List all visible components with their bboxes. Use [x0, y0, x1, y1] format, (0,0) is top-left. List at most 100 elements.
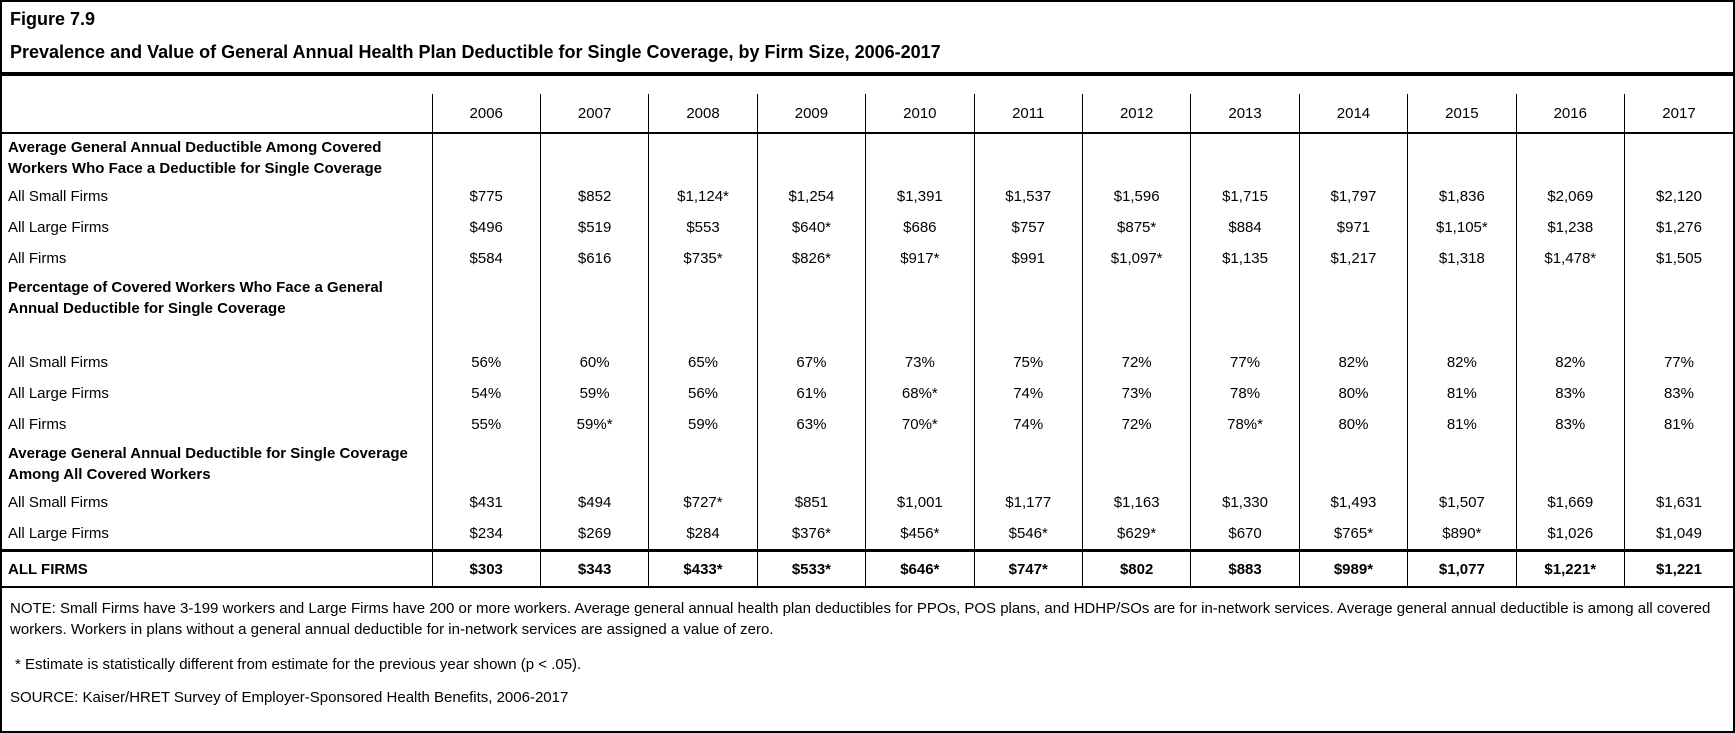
- empty-cell: [539, 274, 649, 321]
- value-cell: 75%: [973, 347, 1083, 378]
- value-cell: $1,177: [973, 487, 1083, 518]
- value-cell: $456*: [865, 518, 975, 551]
- empty-cell: [539, 133, 649, 181]
- corner-cell: [2, 94, 432, 134]
- empty-cell: [865, 440, 975, 487]
- section-header: Percentage of Covered Workers Who Face a…: [8, 279, 383, 317]
- value-cell: $1,217: [1298, 243, 1408, 274]
- year-column-header: 2015: [1407, 94, 1517, 134]
- empty-label-cell: [2, 321, 432, 347]
- table-row: All Large Firms $234 $269 $284 $376* $456* $54…: [2, 518, 1733, 551]
- note-text: NOTE: Small Firms have 3-199 workers and…: [10, 600, 1711, 638]
- row-label: All Firms: [8, 250, 67, 267]
- source-text: SOURCE: Kaiser/HRET Survey of Employer-S…: [10, 689, 569, 706]
- value-cell: 72%: [1081, 409, 1191, 440]
- value-cell: $1,049: [1623, 518, 1733, 551]
- value-cell: 65%: [648, 347, 758, 378]
- empty-cell: [756, 440, 866, 487]
- value-cell: 56%: [431, 347, 541, 378]
- empty-cell: [973, 440, 1083, 487]
- value-cell: $553: [648, 212, 758, 243]
- empty-cell: [431, 440, 541, 487]
- empty-cell: [1190, 321, 1300, 347]
- deductible-table: 2006 2007 2008 2009 2010 2011 2012 2013 2014 2015…: [2, 94, 1733, 588]
- total-value-cell: $646*: [865, 549, 975, 588]
- empty-cell: [756, 321, 866, 347]
- asterisk-footnote: * Estimate is statistically different fr…: [15, 656, 582, 673]
- row-label: All Large Firms: [8, 219, 109, 236]
- value-cell: $1,001: [865, 487, 975, 518]
- total-value-cell: $533*: [756, 549, 866, 588]
- empty-cell: [1298, 321, 1408, 347]
- value-cell: 68%*: [865, 378, 975, 409]
- empty-cell: [1190, 274, 1300, 321]
- value-cell: 72%: [1081, 347, 1191, 378]
- total-value-cell: $1,077: [1407, 549, 1517, 588]
- value-cell: $1,238: [1515, 212, 1625, 243]
- value-cell: 74%: [973, 378, 1083, 409]
- empty-cell: [1081, 133, 1191, 181]
- value-cell: $1,797: [1298, 181, 1408, 212]
- table-row: All Large Firms 54% 59% 56% 61% 68%* 74% 73% 78%…: [2, 378, 1733, 409]
- value-cell: $629*: [1081, 518, 1191, 551]
- value-cell: $727*: [648, 487, 758, 518]
- empty-cell: [1623, 274, 1733, 321]
- empty-cell: [1298, 274, 1408, 321]
- value-cell: $494: [539, 487, 649, 518]
- value-cell: $1,135: [1190, 243, 1300, 274]
- total-value-cell: $883: [1190, 549, 1300, 588]
- value-cell: 56%: [648, 378, 758, 409]
- year-column-header: 2013: [1190, 94, 1300, 134]
- value-cell: $584: [431, 243, 541, 274]
- total-value-cell: $343: [539, 549, 649, 588]
- value-cell: $616: [539, 243, 649, 274]
- value-cell: $519: [539, 212, 649, 243]
- empty-cell: [1515, 440, 1625, 487]
- value-cell: $851: [756, 487, 866, 518]
- value-cell: 82%: [1515, 347, 1625, 378]
- empty-cell: [539, 440, 649, 487]
- value-cell: 83%: [1623, 378, 1733, 409]
- table-row: All Large Firms $496 $519 $553 $640* $686 $757…: [2, 212, 1733, 243]
- empty-cell: [1190, 133, 1300, 181]
- value-cell: $757: [973, 212, 1083, 243]
- value-cell: $496: [431, 212, 541, 243]
- empty-cell: [973, 133, 1083, 181]
- value-cell: $826*: [756, 243, 866, 274]
- row-label: All Small Firms: [8, 188, 108, 205]
- empty-cell: [1407, 440, 1517, 487]
- row-label: All Large Firms: [8, 525, 109, 542]
- year-column-header: 2012: [1081, 94, 1191, 134]
- total-value-cell: $989*: [1298, 549, 1408, 588]
- table-row: All Small Firms $775 $852 $1,124* $1,254 $1,3…: [2, 181, 1733, 212]
- value-cell: 77%: [1190, 347, 1300, 378]
- value-cell: 55%: [431, 409, 541, 440]
- year-column-header: 2011: [973, 94, 1083, 134]
- empty-cell: [1515, 274, 1625, 321]
- value-cell: 78%*: [1190, 409, 1300, 440]
- value-cell: 73%: [1081, 378, 1191, 409]
- value-cell: $1,276: [1623, 212, 1733, 243]
- empty-cell: [865, 321, 975, 347]
- table-row: All Small Firms $431 $494 $727* $851 $1,001 $1…: [2, 487, 1733, 518]
- empty-cell: [1298, 133, 1408, 181]
- section-header-row: Average General Annual Deductible for Si…: [2, 440, 1733, 487]
- empty-cell: [1081, 274, 1191, 321]
- value-cell: $1,505: [1623, 243, 1733, 274]
- year-column-header: 2010: [865, 94, 975, 134]
- empty-cell: [648, 321, 758, 347]
- figure-title: Prevalence and Value of General Annual H…: [10, 42, 941, 62]
- value-cell: $1,669: [1515, 487, 1625, 518]
- empty-cell: [431, 274, 541, 321]
- value-cell: 81%: [1407, 378, 1517, 409]
- empty-cell: [648, 133, 758, 181]
- year-header-row: 2006 2007 2008 2009 2010 2011 2012 2013 2014 2015…: [2, 94, 1733, 134]
- total-value-cell: $303: [431, 549, 541, 588]
- value-cell: 59%: [539, 378, 649, 409]
- empty-cell: [973, 321, 1083, 347]
- value-cell: 70%*: [865, 409, 975, 440]
- year-column-header: 2007: [539, 94, 649, 134]
- year-column-header: 2008: [648, 94, 758, 134]
- empty-cell: [865, 274, 975, 321]
